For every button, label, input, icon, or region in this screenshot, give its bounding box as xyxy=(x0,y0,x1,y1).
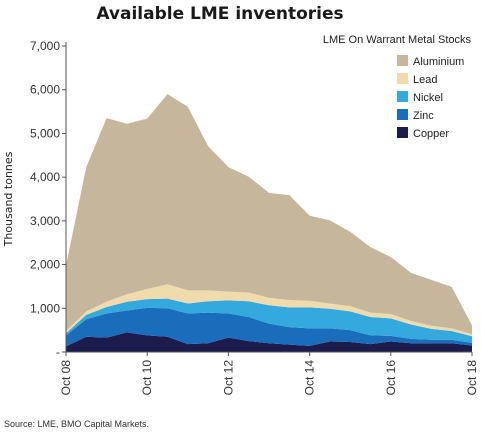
chart-title: Available LME inventories xyxy=(96,4,344,24)
area-lead xyxy=(66,284,472,337)
legend-swatch-aluminium xyxy=(397,55,408,66)
x-tick-label: Oct 16 xyxy=(384,360,398,396)
legend-label-nickel: Nickel xyxy=(413,92,443,104)
legend-swatch-copper xyxy=(397,127,408,138)
legend: LME On Warrant Metal Stocks Aluminium Lead… xyxy=(323,34,472,140)
legend-label-lead: Lead xyxy=(413,74,437,86)
y-tick-label: 2,000 xyxy=(30,258,60,272)
stacked-area-chart: - 1,000 2,000 3,000 4,000 5,000 6,000 7,000 Thou… xyxy=(2,34,479,395)
y-tick-label: 5,000 xyxy=(30,126,60,140)
y-tick-label: 1,000 xyxy=(30,301,60,315)
legend-label-zinc: Zinc xyxy=(413,110,434,122)
y-tick-label: 4,000 xyxy=(30,170,60,184)
x-tick-label: Oct 14 xyxy=(303,360,317,396)
legend-label-copper: Copper xyxy=(413,128,449,140)
legend-swatch-lead xyxy=(397,73,408,84)
area-series-group xyxy=(66,94,472,352)
y-tick-label: - xyxy=(56,345,60,359)
y-tick-label: 3,000 xyxy=(30,214,60,228)
y-axis-title: Thousand tonnes xyxy=(2,151,15,247)
axes-group: - 1,000 2,000 3,000 4,000 5,000 6,000 7,000 Thou… xyxy=(2,39,479,395)
x-tick-label: Oct 12 xyxy=(221,360,235,396)
x-tick-label: Oct 18 xyxy=(465,360,479,396)
legend-title: LME On Warrant Metal Stocks xyxy=(323,34,472,46)
y-tick-label: 6,000 xyxy=(30,83,60,97)
x-tick-label: Oct 08 xyxy=(59,360,73,396)
legend-swatch-zinc xyxy=(397,109,408,120)
area-zinc xyxy=(66,307,472,347)
area-copper xyxy=(66,332,472,352)
x-tick-label: Oct 10 xyxy=(140,360,154,396)
legend-label-aluminium: Aluminium xyxy=(413,56,464,68)
area-nickel xyxy=(66,298,472,343)
legend-swatch-nickel xyxy=(397,91,408,102)
y-tick-label: 7,000 xyxy=(30,39,60,53)
area-aluminium xyxy=(66,94,472,335)
source-note: Source: LME, BMO Capital Markets. xyxy=(4,419,150,429)
